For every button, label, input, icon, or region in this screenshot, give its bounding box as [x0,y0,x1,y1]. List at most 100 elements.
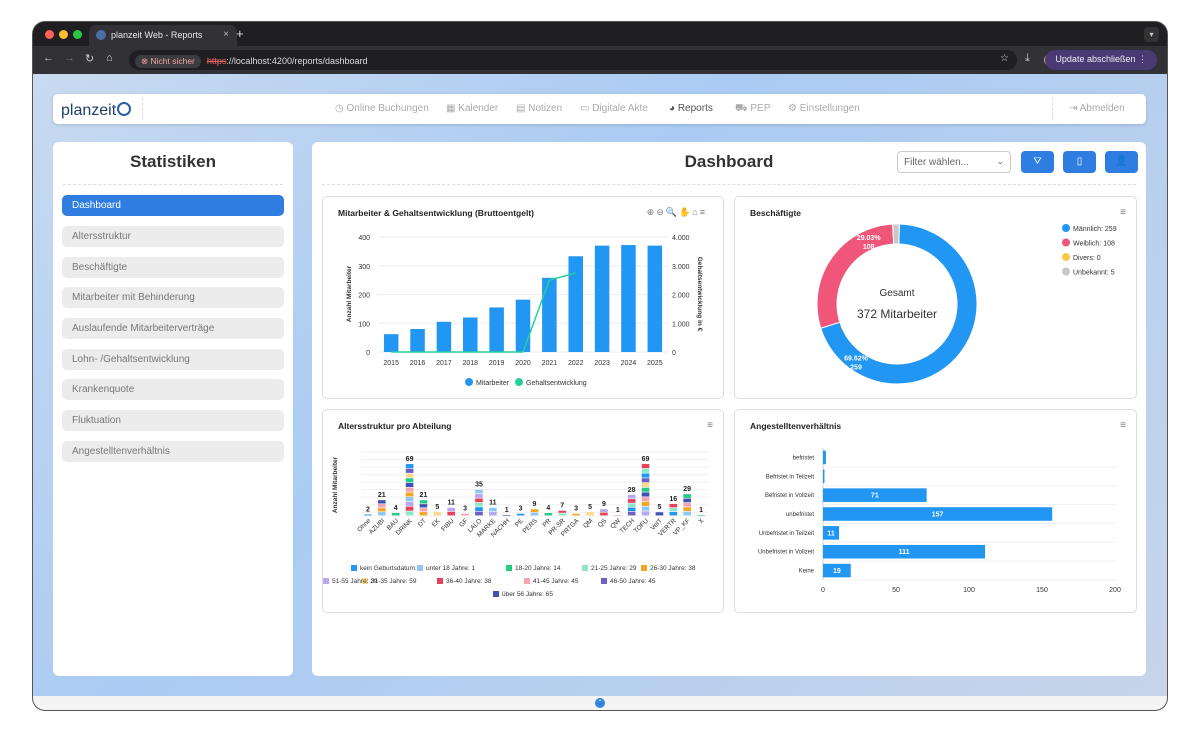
bar-segment [641,492,650,497]
bar-segment [378,504,386,508]
menu-icon[interactable]: ≡ [707,420,713,431]
bar-segment [378,508,386,512]
zoom-out-icon[interactable]: ⊖ [656,207,666,217]
logo-text: planzeit [61,102,117,119]
sidebar-item-krankenquote[interactable]: Krankenquote [62,379,284,400]
pan-hand-icon[interactable]: ✋ [679,207,693,217]
bar-segment [641,501,650,506]
horizontal-bar-chart: 0 50 100 150 200 befristet Befristet in Teilze… [758,448,1121,594]
bar-segment [544,512,553,516]
sidebar-item-gehaltsentwicklung[interactable]: Lohn- /Gehaltsentwicklung [62,349,284,370]
nav-reports[interactable]: ◕ Reports [669,103,713,114]
x-tick-label: X [697,517,705,525]
bar-segment [447,507,456,512]
bar-total-label: 5 [657,504,661,511]
bar-total-label: 5 [435,504,439,511]
browser-window: planzeit Web - Reports × + ▾ ← → ↻ ⌂ ⊗ N… [33,22,1167,710]
reset-home-icon[interactable]: ⌂ [692,207,700,217]
clock-logo-icon [117,102,132,116]
page-title: Dashboard [684,152,774,171]
sidebar-item-behinderung[interactable]: Mitarbeiter mit Behinderung [62,287,284,308]
nav-einstellungen[interactable]: ⚙ Einstellungen [788,103,860,114]
logout-button[interactable]: ⇥ Abmelden [1069,103,1125,114]
legend-marker [515,378,523,386]
filter-icon: ⛛ [1033,156,1042,167]
menu-icon[interactable]: ≡ [1120,420,1126,431]
address-bar[interactable]: ⊗ Nicht sicher https://localhost:4200/rep… [129,50,1017,70]
bar-segment [405,506,414,511]
tab-close-icon[interactable]: × [223,29,229,40]
maximize-window-button[interactable] [73,30,82,39]
close-window-button[interactable] [45,30,54,39]
planzeit-favicon [96,30,106,40]
bar-segment [475,511,483,516]
sidebar-item-auslaufende-vertraege[interactable]: Auslaufende Mitarbeiterverträge [62,318,284,339]
not-secure-badge[interactable]: ⊗ Nicht sicher [135,55,201,68]
menu-icon[interactable]: ≡ [1120,207,1126,218]
sidebar-item-dashboard[interactable]: Dashboard [62,195,284,216]
nav-kalender[interactable]: ▦ Kalender [446,103,498,114]
tab-title: planzeit Web - Reports [111,30,203,40]
sidebar-item-beschaeftigte[interactable]: Beschäftigte [62,257,284,278]
x-tick-label: 2017 [436,360,452,367]
scroll-up-icon[interactable]: ⌃ [595,698,605,708]
bar-total-label: 4 [546,505,550,512]
x-tick-label: QS [597,517,609,529]
bar-total-label: 3 [463,506,467,513]
legend-label: 31-35 Jahre: 59 [371,578,417,585]
tab-list-chevron-icon[interactable]: ▾ [1144,27,1159,42]
back-arrow-icon[interactable]: ← [43,52,54,64]
bar-segment [627,503,636,507]
new-tab-button[interactable]: + [236,26,244,41]
x-tick-label: 150 [1036,587,1048,594]
bar-segment [489,507,497,512]
nav-notizen[interactable]: ▤ Notizen [516,103,562,114]
browser-tab[interactable]: planzeit Web - Reports × [89,25,237,46]
bar-segment [641,487,650,492]
x-tick-label: DT [417,517,428,528]
sidebar-item-fluktuation[interactable]: Fluktuation [62,410,284,431]
bar-segment [641,506,650,511]
x-tick-label: 2023 [594,360,610,367]
bar-segment [489,511,497,516]
reload-icon[interactable]: ↻ [85,53,95,65]
bar-segment [641,497,650,502]
menu-icon[interactable]: ≡ [699,207,707,217]
donut-slice [820,223,978,385]
planzeit-logo[interactable]: planzeit [61,102,132,120]
nav-label: PEP [750,103,771,114]
download-icon[interactable]: ⤓ [1025,52,1030,64]
bar-segment [419,504,428,508]
forward-arrow-icon[interactable]: → [64,52,75,64]
nav-digitale-akte[interactable]: ▭ Digitale Akte [580,103,648,114]
user-gear-icon: 👤 [1115,156,1128,167]
legend-label: kein Geburtsdatum: 9 [360,565,423,572]
x-tick-label: PR [541,517,553,529]
sidebar-item-altersstruktur[interactable]: Altersstruktur [62,226,284,247]
export-file-button[interactable]: ▯ [1063,151,1096,173]
chart-card-employees: Beschäftigte ≡ 69.62% 259 29.03% 108 Gesamt 3… [734,196,1137,399]
nav-online-buchungen[interactable]: ◷ Online Buchungen [335,103,429,114]
legend-label: Weiblich: 108 [1073,241,1115,248]
legend-marker [351,565,357,571]
y-tick-label: 200 [358,293,370,300]
x-tick-label: 200 [1109,587,1121,594]
zoom-in-icon[interactable]: ⊕ [646,207,657,217]
bar-segment [586,512,594,516]
filter-settings-button[interactable]: ⛛ [1021,151,1054,173]
folder-icon: ▭ [580,103,593,114]
legend-marker [1062,267,1070,276]
filter-select[interactable]: Filter wählen... ⌄ [897,151,1011,173]
bar-total-label: 29 [683,486,691,493]
legend-label: unter 18 Jahre: 1 [426,565,476,572]
bookmark-star-icon[interactable]: ☆ [1000,53,1009,64]
y-axis-label: Anzahl Mitarbeiter [346,265,353,322]
sidebar-item-angestelltenverhaeltnis[interactable]: Angestelltenverhältnis [62,441,284,462]
pie-chart-icon: ◕ [669,103,678,114]
zoom-select-icon[interactable]: 🔍 [665,207,680,217]
update-button[interactable]: Update abschließen ⋮ [1045,50,1157,70]
home-icon[interactable]: ⌂ [106,52,113,64]
nav-pep[interactable]: ⛟ PEP [735,103,770,116]
user-settings-button[interactable]: 👤 [1105,151,1138,173]
minimize-window-button[interactable] [59,30,68,39]
